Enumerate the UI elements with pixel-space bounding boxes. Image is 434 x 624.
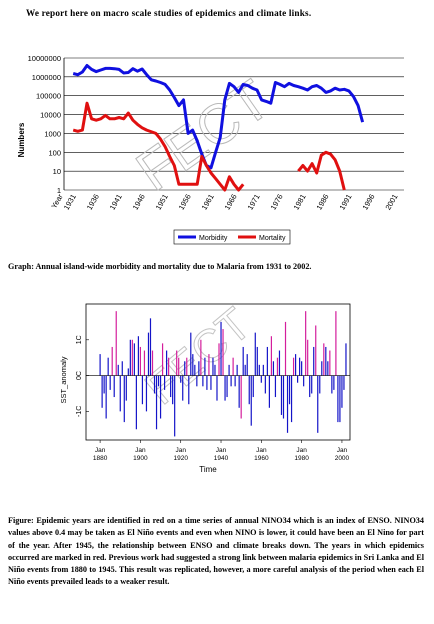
chart1-xtick-label: 1946 — [131, 193, 147, 212]
chart1-ytick-label: 10000 — [40, 111, 61, 120]
chart2-ytick-label: 0C — [76, 371, 83, 380]
chart1-xtick-label: 2001 — [383, 193, 399, 212]
chart2-xtick-label-year: 1920 — [173, 455, 188, 462]
chart1-ytick-label: 1000000 — [32, 73, 61, 82]
chart1-ytick-label: 1 — [57, 186, 61, 195]
legend-box — [173, 229, 291, 245]
chart1-xtick-label: 1986 — [314, 193, 330, 212]
chart1-xtick-label: 1976 — [269, 193, 285, 212]
chart1-ytick-label: 10000000 — [28, 54, 61, 63]
chart1-ytick-label: 100000 — [36, 92, 61, 101]
chart1-xtick-label: 1991 — [337, 193, 353, 212]
chart2-xtick-label-year: 1960 — [254, 455, 269, 462]
chart1-xtick-label: 1981 — [292, 193, 308, 212]
caption-graph: Graph: Annual island-wide morbidity and … — [8, 262, 312, 271]
chart1-xtick-label: 1966 — [223, 193, 239, 212]
legend-label-morbidity: Morbidity — [199, 235, 228, 242]
series-line-mortality — [72, 101, 245, 192]
chart2-xtick-label-month: Jan — [256, 447, 267, 454]
nino34-bar-chart: FECT 1C0C-1CJan1880Jan1900Jan1920Jan1940… — [59, 298, 351, 474]
chart2-xtick-label-year: 1940 — [214, 455, 229, 462]
intro-text: We report here on macro scale studies of… — [26, 8, 312, 18]
chart1-legend: Morbidity Mortality — [173, 229, 291, 245]
chart1-ytick-label: 10 — [53, 167, 61, 176]
chart1-xtick-label: 1961 — [200, 193, 216, 212]
malaria-line-chart: FECT 1 10 100 1000 10000 100000 1000000 1000000… — [17, 54, 404, 245]
chart1-ylabel: Numbers — [17, 122, 26, 157]
chart1-xtick-label: 1931 — [62, 193, 78, 212]
chart2-xtick-label-year: 1900 — [133, 455, 148, 462]
chart2-ylabel: SST_anomaly — [59, 356, 68, 403]
series-line-morbidity — [72, 64, 365, 170]
chart1-xtick-label: 1941 — [108, 193, 124, 212]
chart2-axes: 1C0C-1CJan1880Jan1900Jan1920Jan1940Jan19… — [76, 303, 351, 462]
chart2-xtick-label-month: Jan — [296, 447, 307, 454]
chart2-xtick-label-month: Jan — [216, 447, 227, 454]
chart2-bars — [99, 311, 347, 437]
chart1-gridlines — [64, 57, 404, 191]
chart2-xtick-label-year: 2000 — [335, 455, 350, 462]
caption-figure: Figure: Epidemic years are identified in… — [8, 516, 424, 587]
chart1-xtick-label: 1996 — [360, 193, 376, 212]
chart1-ytick-label: 100 — [48, 148, 61, 157]
chart2-xtick-label-month: Jan — [337, 447, 348, 454]
chart2-ytick-label: -1C — [76, 406, 83, 417]
chart1-watermark: FECT — [125, 67, 281, 202]
chart1-xtick-label: 1956 — [177, 193, 193, 212]
chart2-xtick-label-month: Jan — [175, 447, 186, 454]
legend-label-mortality: Mortality — [259, 235, 286, 242]
chart2-xtick-label-year: 1880 — [93, 455, 108, 462]
chart1-xtick-label: 1936 — [85, 193, 101, 212]
chart1-series — [72, 64, 365, 192]
chart2-frame — [85, 303, 351, 441]
series-line-mortality — [297, 150, 346, 191]
chart2-xtick-label-year: 1980 — [294, 455, 309, 462]
chart2-xlabel: Time — [199, 465, 217, 474]
chart1-ytick-label: 1000 — [44, 129, 61, 138]
chart2-xtick-label-month: Jan — [95, 447, 106, 454]
chart1-xtick-label: 1971 — [246, 193, 262, 212]
chart2-xtick-label-month: Jan — [135, 447, 146, 454]
chart2-ytick-label: 1C — [76, 335, 83, 344]
